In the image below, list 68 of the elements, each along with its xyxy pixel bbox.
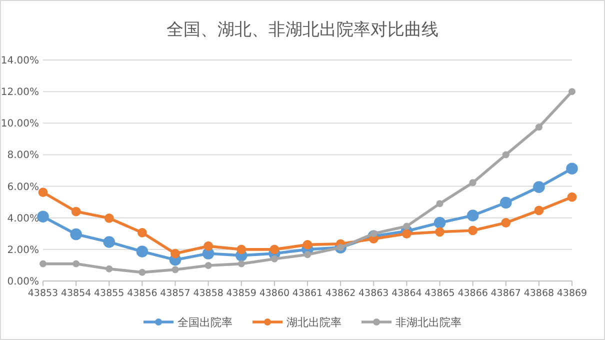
- x-tick-label: 43869: [556, 288, 588, 299]
- point: [238, 260, 245, 268]
- x-tick-label: 43864: [392, 288, 422, 299]
- legend-label: 全国出院率: [178, 316, 232, 329]
- point: [402, 229, 412, 238]
- x-tick-label: 43865: [424, 288, 455, 299]
- x-tick-label: 43855: [94, 288, 124, 299]
- y-tick-label: 0.00%: [7, 276, 39, 288]
- point: [435, 227, 444, 237]
- y-tick-label: 4.00%: [7, 213, 39, 224]
- point: [172, 266, 179, 274]
- point: [138, 268, 146, 276]
- point: [566, 162, 578, 175]
- x-tick-label: 43862: [325, 288, 356, 299]
- point: [70, 228, 82, 240]
- x-tick-label: 43863: [358, 288, 389, 299]
- y-tick-label: 10.00%: [0, 118, 39, 130]
- point: [436, 200, 444, 208]
- point: [37, 210, 49, 222]
- chart-title: 全国、湖北、非湖北出院率对比曲线: [166, 20, 438, 40]
- point: [535, 124, 542, 131]
- point: [136, 246, 148, 258]
- x-tick-label: 43866: [458, 288, 488, 299]
- point: [502, 151, 510, 158]
- point: [270, 244, 280, 254]
- point: [568, 88, 576, 96]
- point: [204, 262, 212, 270]
- point: [469, 179, 476, 186]
- legend-label: 湖北出院率: [286, 316, 342, 329]
- x-tick-label: 43861: [292, 288, 323, 299]
- y-tick-label: 12.00%: [0, 87, 39, 98]
- y-tick-label: 8.00%: [7, 150, 39, 162]
- point: [500, 196, 512, 209]
- point: [170, 248, 180, 258]
- point: [302, 240, 312, 250]
- y-tick-label: 6.00%: [7, 182, 39, 193]
- x-tick-label: 43854: [60, 288, 92, 299]
- point: [533, 181, 545, 193]
- legend-label: 非湖北出院率: [396, 316, 462, 329]
- point: [106, 265, 113, 272]
- x-tick-label: 43857: [160, 288, 190, 299]
- point: [38, 188, 48, 197]
- x-tick-label: 43858: [193, 288, 224, 299]
- point: [403, 222, 410, 230]
- point: [204, 241, 214, 251]
- point: [72, 260, 80, 268]
- point: [137, 228, 147, 238]
- y-tick-label: 14.00%: [0, 56, 39, 66]
- point: [468, 226, 478, 236]
- y-tick-label: 2.00%: [7, 244, 39, 256]
- point: [434, 216, 446, 229]
- point: [40, 260, 46, 268]
- point: [567, 192, 577, 202]
- x-tick-label: 43868: [524, 288, 554, 299]
- x-tick-label: 43856: [127, 288, 158, 299]
- point: [304, 251, 311, 258]
- point: [103, 236, 116, 248]
- point: [236, 244, 246, 254]
- x-tick-label: 43860: [259, 288, 290, 299]
- x-tick-label: 43859: [226, 288, 256, 299]
- x-tick-label: 43853: [28, 288, 58, 299]
- point: [270, 255, 278, 262]
- point: [466, 210, 479, 222]
- point: [501, 218, 511, 228]
- point: [534, 206, 544, 216]
- point: [71, 206, 81, 216]
- x-tick-label: 43867: [490, 288, 521, 299]
- point: [104, 213, 114, 223]
